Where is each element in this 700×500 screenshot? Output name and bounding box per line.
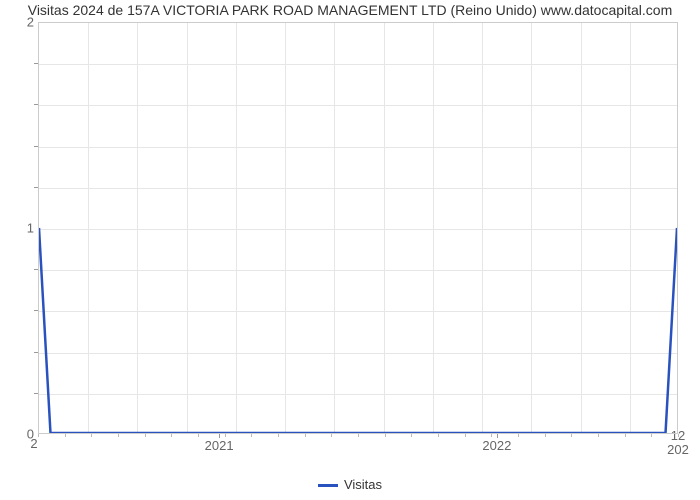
y-tick-label: 2 xyxy=(4,15,34,30)
plot-area xyxy=(38,22,678,434)
legend: Visitas xyxy=(0,477,700,492)
x-right-bottom-label: 202 xyxy=(667,442,689,457)
chart-container: Visitas 2024 de 157A VICTORIA PARK ROAD … xyxy=(0,0,700,500)
x-tick-label: 2022 xyxy=(482,438,511,453)
legend-label: Visitas xyxy=(344,477,382,492)
legend-swatch xyxy=(318,484,338,487)
x-tick-label: 2021 xyxy=(205,438,234,453)
x-left-end-label: 2 xyxy=(30,436,37,451)
y-tick-label: 1 xyxy=(4,221,34,236)
chart-title: Visitas 2024 de 157A VICTORIA PARK ROAD … xyxy=(0,2,700,18)
